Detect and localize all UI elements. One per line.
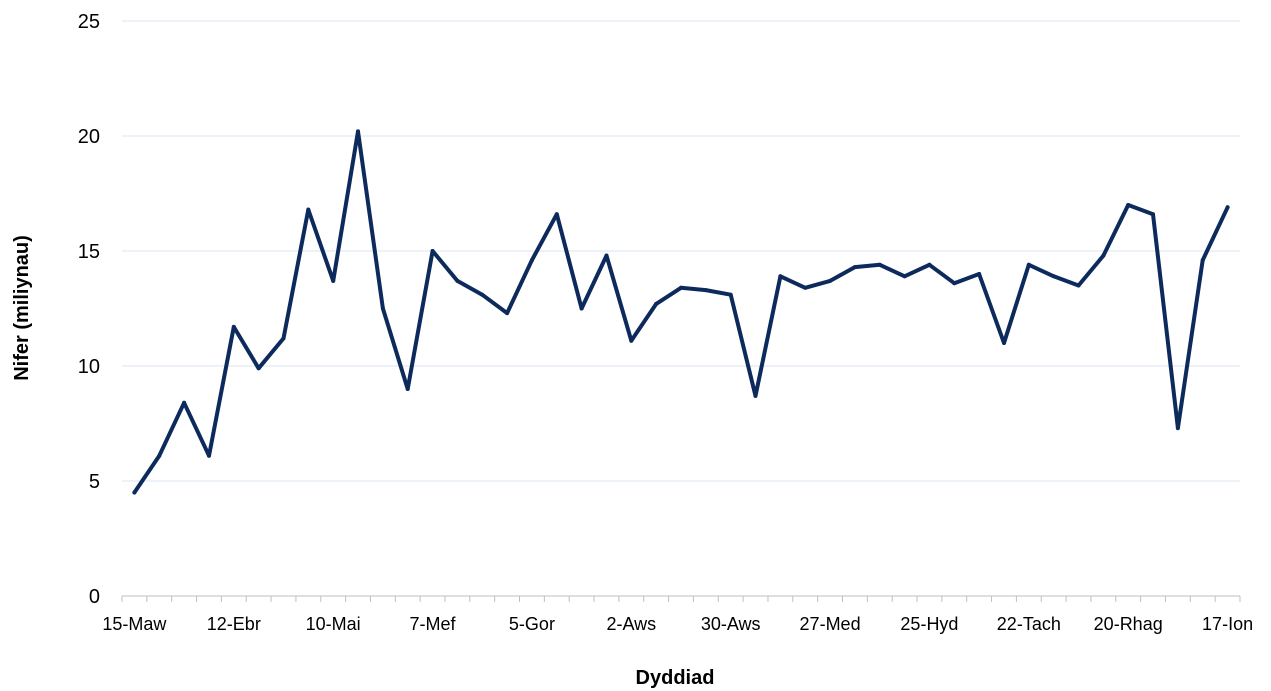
data-point [281,336,286,341]
data-point [902,274,907,279]
data-point [852,265,857,270]
x-tick-label: 25-Hyd [900,614,958,634]
data-point [505,311,510,316]
data-point [703,288,708,293]
data-point [1001,341,1006,345]
data-point [629,338,634,343]
data-point [1200,258,1205,263]
x-tick-label: 20-Rhag [1094,614,1163,634]
y-tick-label: 0 [89,586,100,608]
data-point [604,253,609,258]
x-axis-ticks: 15-Maw 12-Ebr 10-Mai 7-Mef 5-Gor 2-Aws 30-Aws 2… [102,596,1253,634]
y-tick-label: 25 [78,11,100,33]
data-point [554,212,559,217]
x-tick-label: 15-Maw [102,614,167,634]
data-point [1026,262,1031,267]
data-point [927,262,932,267]
data-point [380,306,385,311]
data-point [753,393,758,398]
data-point [1051,274,1056,279]
data-point [231,324,236,329]
data-point [182,400,187,405]
x-tick-label: 10-Mai [306,614,361,634]
data-point [306,207,311,212]
data-point [803,285,808,290]
y-tick-label: 5 [89,471,100,493]
data-point [331,278,336,283]
y-tick-label: 15 [78,241,100,263]
data-point [405,387,410,391]
data-point [1126,203,1131,207]
data-point [828,278,833,283]
data-point [356,129,361,134]
x-tick-label: 22-Tach [997,614,1061,634]
data-point [430,249,435,253]
gridlines [122,20,1240,597]
x-tick-label: 17-Ion [1202,614,1253,634]
data-point [952,281,957,286]
data-point [877,262,882,267]
data-point [654,301,659,306]
x-axis-title: Dyddiad [636,667,715,689]
data-point [1076,283,1081,288]
x-tick-label: 30-Aws [701,614,761,634]
data-point [455,278,460,283]
y-axis-title: Nifer (miliynau) [11,235,33,381]
data-point [1225,205,1230,210]
data-point [1151,212,1156,217]
data-point [1175,426,1180,431]
series-layer [132,129,1230,495]
x-tick-label: 7-Mef [410,614,457,634]
x-tick-label: 2-Aws [606,614,656,634]
x-tick-label: 27-Med [800,614,861,634]
data-point [579,306,584,311]
data-point [132,490,137,495]
x-tick-label: 12-Ebr [207,614,261,634]
data-point [206,453,211,458]
data-point [679,285,683,290]
data-point [480,292,485,297]
series-line [132,129,1230,495]
data-point [529,258,534,263]
y-axis-ticks: 0 5 10 15 20 25 [78,11,100,608]
y-tick-label: 20 [78,126,100,148]
data-point [157,453,162,458]
data-point [778,274,783,279]
data-point [728,292,733,297]
data-point [256,366,261,371]
data-point [1101,253,1106,258]
y-tick-label: 10 [78,356,100,378]
x-tick-label: 5-Gor [509,614,555,634]
data-point [977,272,982,276]
